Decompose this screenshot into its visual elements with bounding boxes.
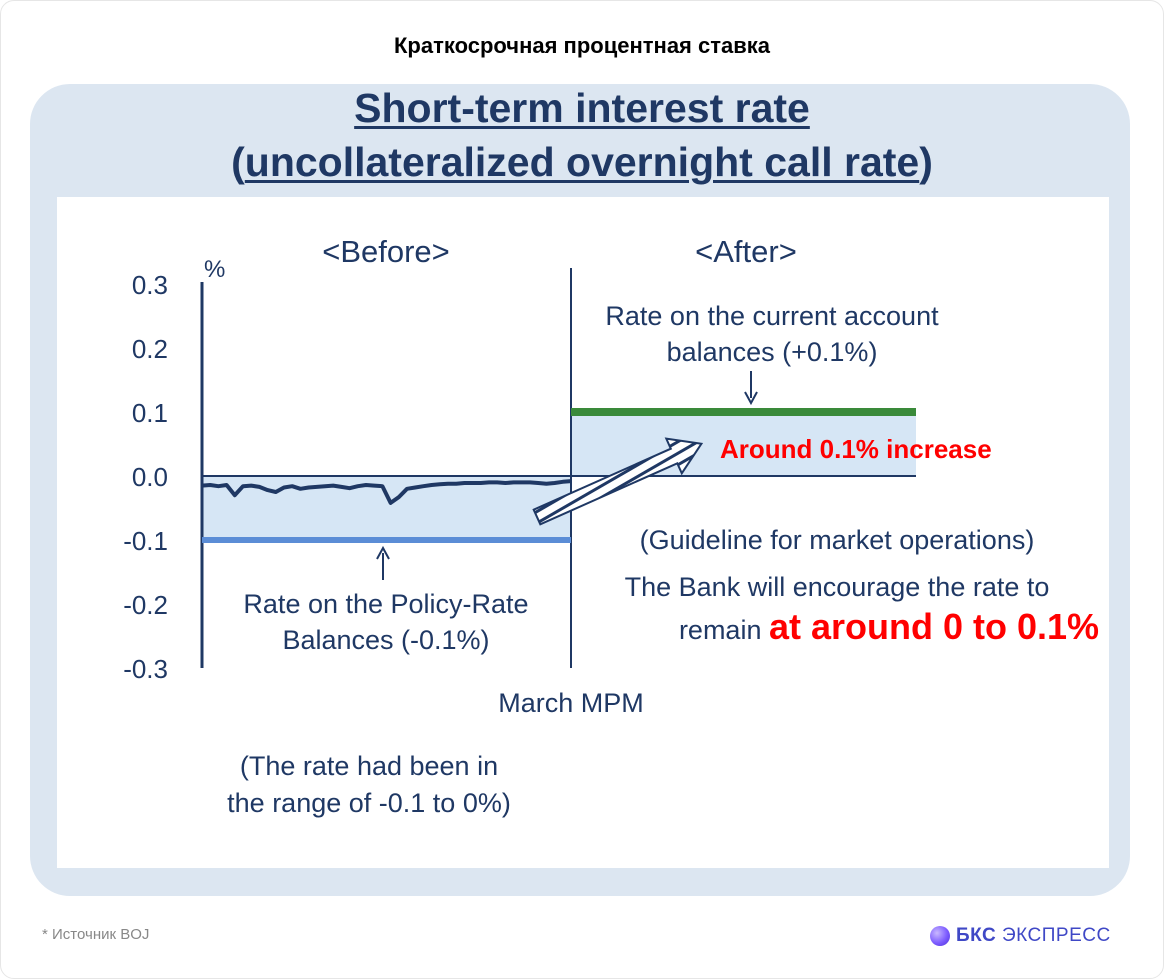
- brand-logo-icon: [930, 926, 950, 946]
- policy-rate-pointer-head: [376, 545, 390, 560]
- current-account-label: balances (+0.1%): [667, 337, 878, 367]
- increase-label: Around 0.1% increase: [720, 434, 992, 464]
- increase-arrow: [532, 437, 704, 526]
- y-tick-label: 0.3: [132, 270, 168, 300]
- source-note: * Источник BOJ: [42, 926, 150, 943]
- page-title: Краткосрочная процентная ставка: [393, 33, 771, 58]
- range-note: the range of -0.1 to 0%): [227, 788, 511, 818]
- slide-title-paren-close: ): [919, 139, 933, 185]
- section-before-label: <Before>: [322, 234, 450, 269]
- slide-title-line2: uncollateralized overnight call rate: [244, 139, 920, 185]
- encourage-line2-highlight: at around 0 to 0.1%: [769, 606, 1099, 647]
- y-tick-label: 0.2: [132, 334, 168, 364]
- band-after: [571, 412, 916, 476]
- current-account-label: Rate on the current account: [605, 301, 939, 331]
- y-tick-label: -0.3: [123, 654, 168, 684]
- policy-rate-label: Rate on the Policy-Rate: [243, 589, 528, 619]
- current-account-pointer-head: [744, 391, 758, 406]
- march-mpm-label: March MPM: [498, 688, 644, 718]
- guideline-label: (Guideline for market operations): [640, 525, 1035, 555]
- brand-name-bold: БКС: [956, 925, 997, 946]
- y-tick-label: 0.1: [132, 398, 168, 428]
- brand-name-rest: ЭКСПРЕСС: [996, 925, 1111, 946]
- y-axis-unit: %: [204, 256, 225, 283]
- range-note: (The rate had been in: [240, 751, 498, 781]
- encourage-line2: remain at around 0 to 0.1%: [679, 606, 1099, 647]
- slide-title-paren-open: (: [231, 139, 245, 185]
- y-tick-label: -0.2: [123, 590, 168, 620]
- y-tick-label: 0.0: [132, 462, 168, 492]
- slide-title-line2-wrap: (uncollateralized overnight call rate): [0, 139, 1164, 186]
- brand-logo-group[interactable]: БКС ЭКСПРЕСС: [930, 925, 1111, 947]
- brand-name: БКС ЭКСПРЕСС: [956, 925, 1111, 947]
- encourage-line1: The Bank will encourage the rate to: [625, 572, 1050, 602]
- y-tick-label: -0.1: [123, 526, 168, 556]
- call-rate-series-line: [201, 479, 572, 505]
- encourage-line2-prefix: remain: [679, 615, 769, 645]
- slide-title-line1: Short-term interest rate: [354, 85, 810, 131]
- section-after-label: <After>: [695, 234, 797, 269]
- policy-rate-label: Balances (-0.1%): [282, 625, 489, 655]
